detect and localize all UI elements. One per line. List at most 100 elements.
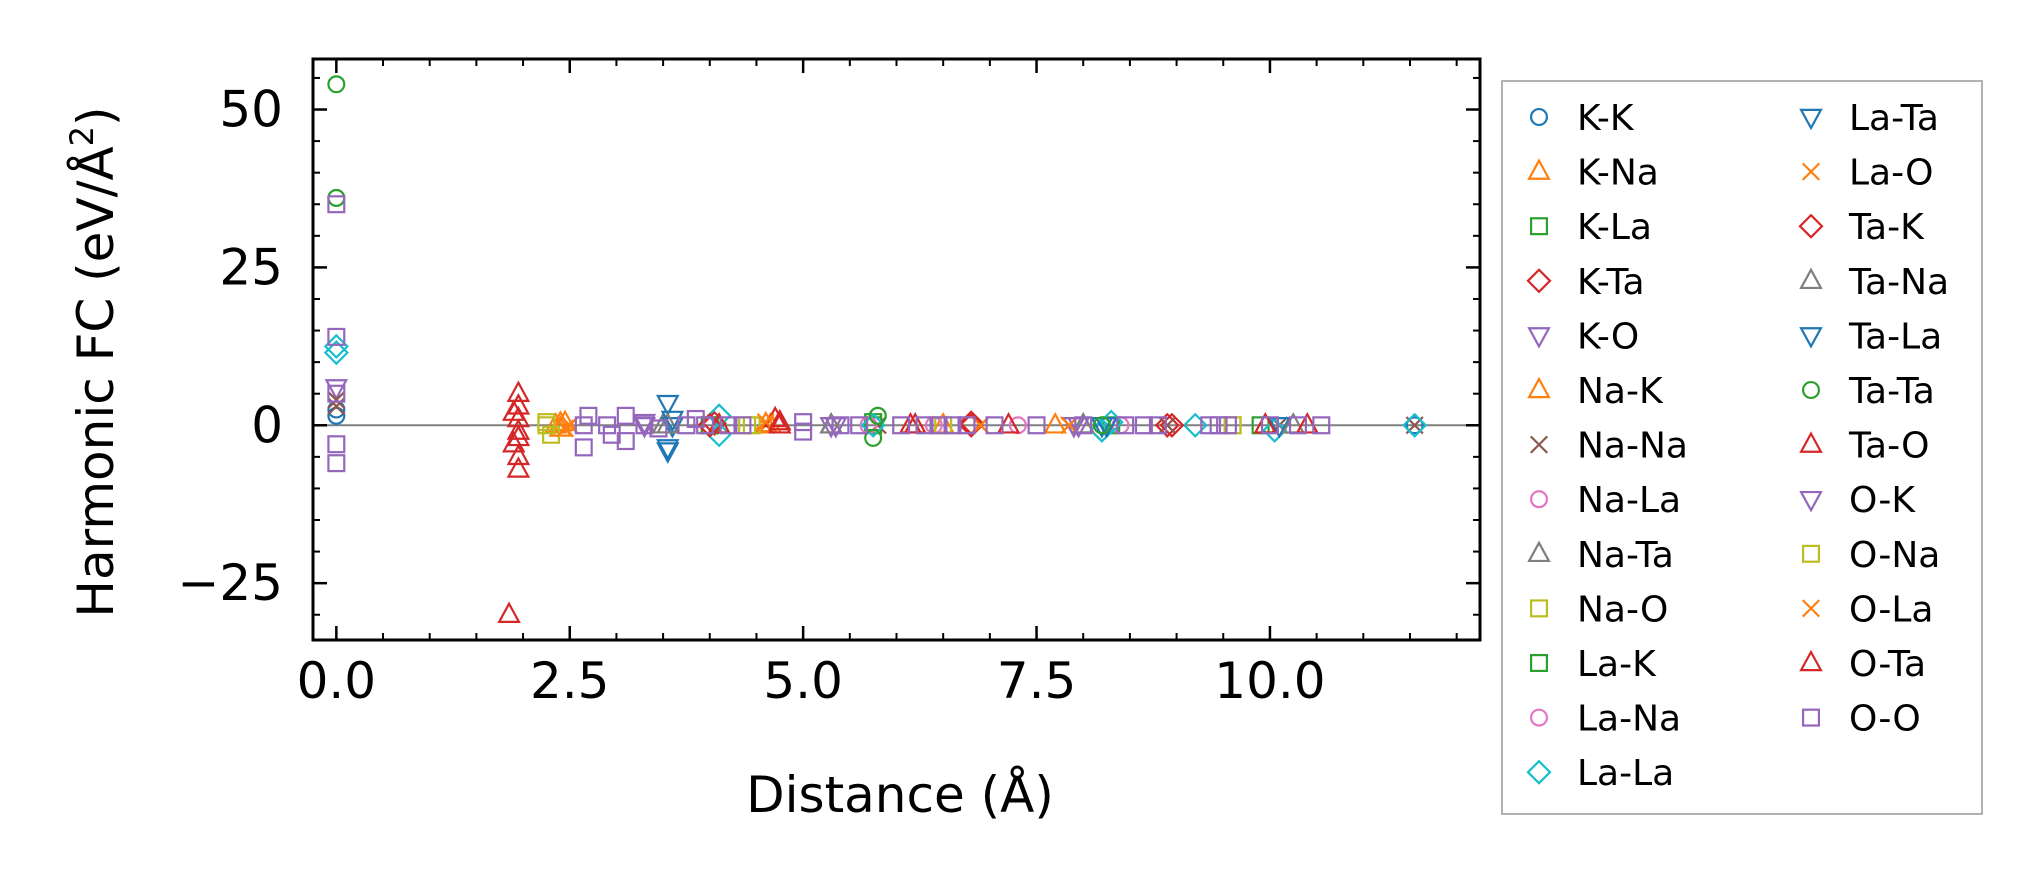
data-point-o-o bbox=[579, 406, 598, 425]
data-point-o-o bbox=[719, 416, 738, 435]
x-tick-label: 5.0 bbox=[763, 652, 843, 710]
legend-marker-k-ta bbox=[1526, 268, 1552, 294]
legend-marker-na-na bbox=[1529, 435, 1549, 454]
data-point-ta-ta bbox=[868, 406, 887, 425]
data-point-la-la bbox=[1262, 417, 1288, 443]
data-point-o-o bbox=[1260, 416, 1279, 435]
legend-marker-la-o bbox=[1801, 162, 1821, 181]
data-point-na-k bbox=[1043, 411, 1067, 434]
legend-label-ta-la: Ta-La bbox=[1848, 316, 1942, 357]
data-point-o-o bbox=[892, 416, 911, 435]
data-point-o-o bbox=[1288, 416, 1307, 435]
x-tick-label: 2.5 bbox=[530, 652, 610, 710]
data-point-o-o bbox=[327, 435, 346, 454]
data-point-o-o bbox=[327, 454, 346, 473]
legend-marker-la-la bbox=[1526, 759, 1552, 785]
y-tick-label: −25 bbox=[177, 554, 283, 612]
legend-marker-ta-ta bbox=[1801, 380, 1821, 400]
x-axis-label: Distance (Å) bbox=[746, 766, 1054, 824]
legend-label-o-o: O-O bbox=[1849, 699, 1921, 740]
data-point-o-o bbox=[616, 432, 635, 451]
data-point-o-o bbox=[794, 422, 813, 441]
legend-label-o-k: O-K bbox=[1849, 480, 1916, 521]
data-point-ta-na bbox=[656, 411, 680, 434]
data-point-k-ta bbox=[958, 412, 984, 438]
data-point-o-o bbox=[686, 409, 705, 428]
y-axis-label: Harmonic FC (eV/Å2) bbox=[63, 106, 125, 617]
legend-marker-k-na bbox=[1527, 158, 1551, 180]
data-point-ta-ta bbox=[327, 75, 346, 94]
data-point-la-ta bbox=[656, 439, 680, 461]
data-point-o-o bbox=[574, 438, 593, 457]
legend-label-na-k: Na-K bbox=[1577, 371, 1664, 412]
data-point-o-o bbox=[616, 406, 635, 425]
data-point-o-o bbox=[649, 419, 668, 438]
data-point-o-ta bbox=[768, 408, 792, 431]
data-point-ta-ta bbox=[864, 428, 883, 447]
data-point-o-ta bbox=[506, 424, 531, 447]
data-point-ta-ta bbox=[1092, 416, 1111, 435]
legend-label-na-na: Na-Na bbox=[1577, 426, 1688, 467]
legend-label-la-k: La-K bbox=[1577, 644, 1657, 685]
legend-label-o-ta: O-Ta bbox=[1849, 644, 1926, 685]
data-point-o-o bbox=[1209, 416, 1228, 435]
data-point-o-o bbox=[677, 416, 696, 435]
data-point-ta-o bbox=[996, 411, 1021, 434]
data-point-la-la bbox=[706, 422, 732, 448]
data-point-la-la bbox=[1182, 412, 1208, 438]
x-tick-label: 10.0 bbox=[1214, 652, 1325, 710]
data-point-o-o bbox=[327, 384, 346, 403]
data-point-o-o bbox=[733, 416, 752, 435]
data-point-ta-ta bbox=[327, 188, 346, 207]
data-point-k-o bbox=[324, 379, 349, 401]
legend: K-K K-Na K-La K-Ta K-O Na-K Na-Na Na-La Na-Ta Na-… bbox=[1501, 80, 1983, 815]
data-point-o-o bbox=[598, 416, 617, 435]
legend-marker-ta-na bbox=[1799, 267, 1823, 290]
legend-marker-o-na bbox=[1801, 544, 1821, 563]
data-point-ta-k bbox=[1159, 412, 1185, 438]
data-point-la-ta bbox=[1267, 417, 1292, 439]
data-point-ta-la bbox=[656, 442, 680, 464]
data-point-ta-la bbox=[660, 410, 685, 433]
data-point-o-k bbox=[632, 413, 657, 436]
data-point-o-o bbox=[1312, 416, 1331, 435]
data-point-o-o bbox=[794, 413, 813, 432]
data-point-o-o bbox=[602, 425, 621, 444]
legend-marker-ta-la bbox=[1799, 327, 1823, 349]
data-point-k-k bbox=[1405, 416, 1424, 435]
legend-marker-k-la bbox=[1529, 217, 1549, 236]
axes-ticks: 0.0 2.5 5.0 7.5 10.0 −25 0 25 50 bbox=[177, 57, 1482, 710]
legend-marker-o-k bbox=[1799, 490, 1823, 513]
legend-label-o-na: O-Na bbox=[1849, 535, 1940, 576]
data-point-o-na bbox=[537, 413, 556, 432]
y-axis-label-superscript: 2 bbox=[63, 126, 101, 146]
y-axis-label-close: ) bbox=[67, 106, 125, 126]
y-axis-label-main: Harmonic FC (eV/Å bbox=[67, 146, 125, 617]
legend-label-la-ta: La-Ta bbox=[1849, 98, 1939, 139]
data-point-o-o bbox=[1116, 416, 1135, 435]
legend-label-ta-na: Ta-Na bbox=[1848, 262, 1949, 303]
y-tick-label: 0 bbox=[251, 396, 283, 454]
data-point-ta-na bbox=[819, 411, 843, 434]
legend-marker-na-k bbox=[1527, 376, 1551, 399]
y-tick-label: 25 bbox=[219, 238, 283, 296]
legend-marker-k-o bbox=[1527, 327, 1551, 349]
data-point-o-o bbox=[1027, 416, 1046, 435]
data-point-o-o bbox=[957, 416, 976, 435]
legend-label-k-o: K-O bbox=[1577, 316, 1639, 357]
axes-frame bbox=[311, 57, 1482, 642]
data-point-ta-o bbox=[506, 418, 531, 440]
legend-marker-o-o bbox=[1801, 708, 1821, 727]
legend-marker-ta-o bbox=[1799, 431, 1823, 453]
y-tick-label: 50 bbox=[219, 81, 283, 139]
legend-marker-na-ta bbox=[1527, 540, 1551, 563]
data-point-o-ta bbox=[898, 411, 923, 434]
legend-marker-k-k bbox=[1529, 107, 1549, 127]
data-point-o-o bbox=[985, 416, 1004, 435]
data-point-ta-k bbox=[697, 412, 723, 438]
legend-marker-la-k bbox=[1529, 653, 1549, 673]
legend-label-o-la: O-La bbox=[1849, 589, 1933, 630]
data-point-o-o bbox=[850, 416, 869, 435]
legend-label-k-k: K-K bbox=[1577, 98, 1635, 139]
